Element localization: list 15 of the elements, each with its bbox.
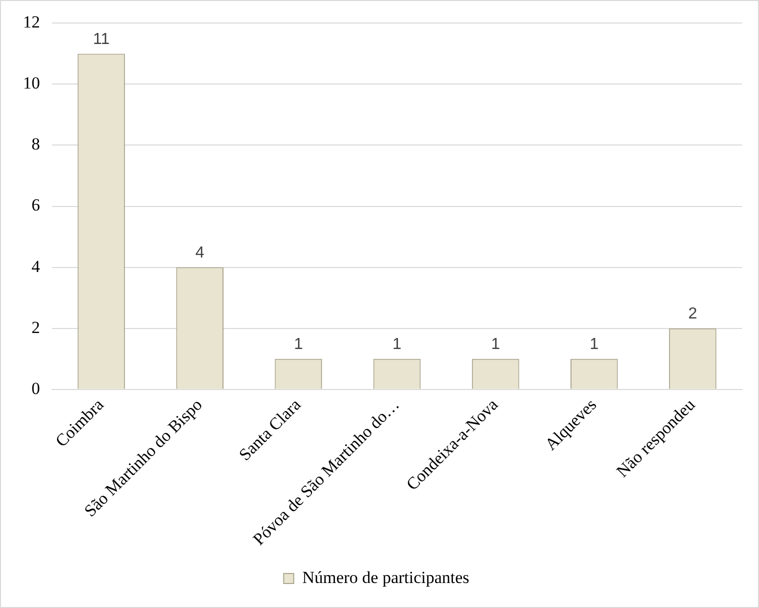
data-label: 1 [491,336,500,354]
data-label: 1 [392,336,402,354]
y-tick-label: 10 [23,74,40,93]
y-tick-label: 0 [32,378,40,398]
y-tick-label: 6 [32,196,40,215]
y-tick-label: 2 [32,318,40,337]
data-label: 4 [195,244,204,262]
y-tick-label: 4 [32,256,40,276]
data-label: 1 [590,336,599,354]
data-label: 11 [92,31,110,48]
data-label: 2 [688,306,698,323]
y-tick-label: 12 [23,12,40,32]
legend-label: Número de participantes [302,568,470,587]
data-label: 1 [294,336,303,354]
y-tick-label: 8 [32,134,40,154]
